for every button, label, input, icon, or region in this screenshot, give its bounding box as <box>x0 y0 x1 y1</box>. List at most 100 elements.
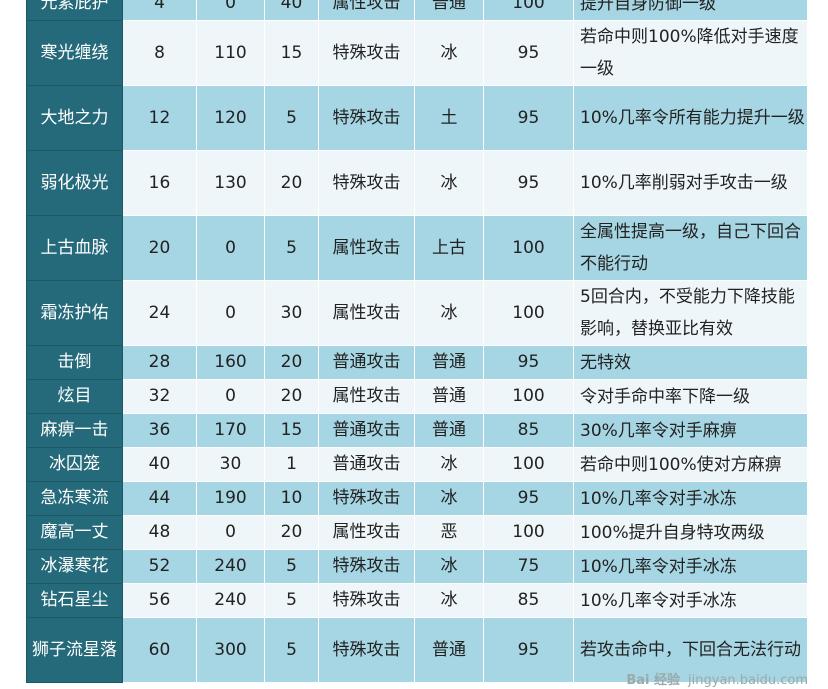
pp-cell: 5 <box>264 617 319 683</box>
attribute-cell: 冰 <box>414 20 484 86</box>
table-row: 钻石星尘 56 240 5 特殊攻击冰 85 10%几率令对手冰冻 <box>26 583 808 618</box>
attribute-cell: 普通 <box>414 0 484 21</box>
category-cell: 特殊攻击 <box>318 549 415 584</box>
skill-name-cell: 冰囚笼 <box>26 447 123 482</box>
skills-table: 元素庇护 4 0 40 属性攻击 普通 100 提升自身防御一级 寒光缠绕 8 110 15 特殊攻击冰… <box>26 0 808 683</box>
effect-cell: 无特效 <box>573 345 808 380</box>
accuracy-cell: 95 <box>483 20 574 86</box>
category-cell: 特殊攻击 <box>318 481 415 516</box>
power-cell: 130 <box>196 150 265 216</box>
accuracy-cell: 100 <box>483 515 574 550</box>
power-cell: 0 <box>196 515 265 550</box>
effect-cell: 30%几率令对手麻痹 <box>573 413 808 448</box>
skill-name-cell: 元素庇护 <box>26 0 123 21</box>
effect-cell: 10%几率削弱对手攻击一级 <box>573 150 808 216</box>
power-cell: 0 <box>196 0 265 21</box>
pp-cell: 5 <box>264 215 319 281</box>
power-cell: 300 <box>196 617 265 683</box>
category-cell: 属性攻击 <box>318 215 415 281</box>
effect-cell: 提升自身防御一级 <box>573 0 808 21</box>
category-cell: 普通攻击 <box>318 447 415 482</box>
effect-cell: 10%几率令对手冰冻 <box>573 481 808 516</box>
level-cell: 20 <box>122 215 197 281</box>
attribute-cell: 上古 <box>414 215 484 281</box>
accuracy-cell: 95 <box>483 85 574 151</box>
effect-cell: 若命中则100%使对方麻痹 <box>573 447 808 482</box>
power-cell: 240 <box>196 583 265 618</box>
pp-cell: 20 <box>264 379 319 414</box>
power-cell: 240 <box>196 549 265 584</box>
accuracy-cell: 95 <box>483 345 574 380</box>
category-cell: 属性攻击 <box>318 0 415 21</box>
pp-cell: 15 <box>264 413 319 448</box>
effect-cell: 若命中则100%降低对手速度一级 <box>573 20 808 86</box>
accuracy-cell: 100 <box>483 0 574 21</box>
pp-cell: 30 <box>264 280 319 346</box>
attribute-cell: 土 <box>414 85 484 151</box>
pp-cell: 20 <box>264 345 319 380</box>
level-cell: 8 <box>122 20 197 86</box>
pp-cell: 5 <box>264 549 319 584</box>
pp-cell: 1 <box>264 447 319 482</box>
category-cell: 属性攻击 <box>318 379 415 414</box>
skill-name-cell: 麻痹一击 <box>26 413 123 448</box>
category-cell: 特殊攻击 <box>318 583 415 618</box>
level-cell: 36 <box>122 413 197 448</box>
level-cell: 48 <box>122 515 197 550</box>
pp-cell: 20 <box>264 150 319 216</box>
skill-name-cell: 魔高一丈 <box>26 515 123 550</box>
category-cell: 特殊攻击 <box>318 20 415 86</box>
accuracy-cell: 75 <box>483 549 574 584</box>
level-cell: 12 <box>122 85 197 151</box>
table-row: 霜冻护佑 24 0 30 属性攻击冰 100 5回合内，不受能力下降技能影响，替换亚比有效 <box>26 280 808 346</box>
pp-cell: 5 <box>264 583 319 618</box>
attribute-cell: 普通 <box>414 345 484 380</box>
attribute-cell: 冰 <box>414 583 484 618</box>
pp-cell: 20 <box>264 515 319 550</box>
skill-name-cell: 狮子流星落 <box>26 617 123 683</box>
level-cell: 52 <box>122 549 197 584</box>
attribute-cell: 恶 <box>414 515 484 550</box>
table-row: 寒光缠绕 8 110 15 特殊攻击冰 95 若命中则100%降低对手速度一级 <box>26 20 808 86</box>
power-cell: 110 <box>196 20 265 86</box>
table-row: 冰瀑寒花 52 240 5 特殊攻击冰 75 10%几率令对手冰冻 <box>26 549 808 584</box>
accuracy-cell: 85 <box>483 413 574 448</box>
accuracy-cell: 100 <box>483 280 574 346</box>
power-cell: 190 <box>196 481 265 516</box>
attribute-cell: 普通 <box>414 617 484 683</box>
table-row: 大地之力 12 120 5 特殊攻击土 95 10%几率令所有能力提升一级 <box>26 85 808 151</box>
table-row: 急冻寒流 44 190 10 特殊攻击冰 95 10%几率令对手冰冻 <box>26 481 808 516</box>
effect-cell: 100%提升自身特攻两级 <box>573 515 808 550</box>
attribute-cell: 普通 <box>414 379 484 414</box>
effect-cell: 10%几率令所有能力提升一级 <box>573 85 808 151</box>
power-cell: 0 <box>196 215 265 281</box>
level-cell: 56 <box>122 583 197 618</box>
attribute-cell: 冰 <box>414 280 484 346</box>
power-cell: 160 <box>196 345 265 380</box>
power-cell: 0 <box>196 280 265 346</box>
level-cell: 24 <box>122 280 197 346</box>
table-row: 弱化极光 16 130 20 特殊攻击冰 95 10%几率削弱对手攻击一级 <box>26 150 808 216</box>
accuracy-cell: 85 <box>483 583 574 618</box>
level-cell: 32 <box>122 379 197 414</box>
category-cell: 属性攻击 <box>318 280 415 346</box>
table-row: 炫目 32 0 20 属性攻击 普通 100 令对手命中率下降一级 <box>26 379 808 414</box>
skill-name-cell: 击倒 <box>26 345 123 380</box>
effect-cell: 令对手命中率下降一级 <box>573 379 808 414</box>
level-cell: 16 <box>122 150 197 216</box>
accuracy-cell: 100 <box>483 215 574 281</box>
pp-cell: 40 <box>264 0 319 21</box>
level-cell: 28 <box>122 345 197 380</box>
attribute-cell: 冰 <box>414 481 484 516</box>
category-cell: 特殊攻击 <box>318 85 415 151</box>
skill-name-cell: 急冻寒流 <box>26 481 123 516</box>
table-row: 击倒 28 160 20 普通攻击 普通 95 无特效 <box>26 345 808 380</box>
table-row: 麻痹一击 36 170 15 普通攻击 普通 85 30%几率令对手麻痹 <box>26 413 808 448</box>
skill-name-cell: 弱化极光 <box>26 150 123 216</box>
table-row: 冰囚笼 40 30 1 普通攻击冰 100 若命中则100%使对方麻痹 <box>26 447 808 482</box>
skill-name-cell: 钻石星尘 <box>26 583 123 618</box>
power-cell: 0 <box>196 379 265 414</box>
attribute-cell: 冰 <box>414 150 484 216</box>
level-cell: 40 <box>122 447 197 482</box>
effect-cell: 全属性提高一级，自己下回合不能行动 <box>573 215 808 281</box>
